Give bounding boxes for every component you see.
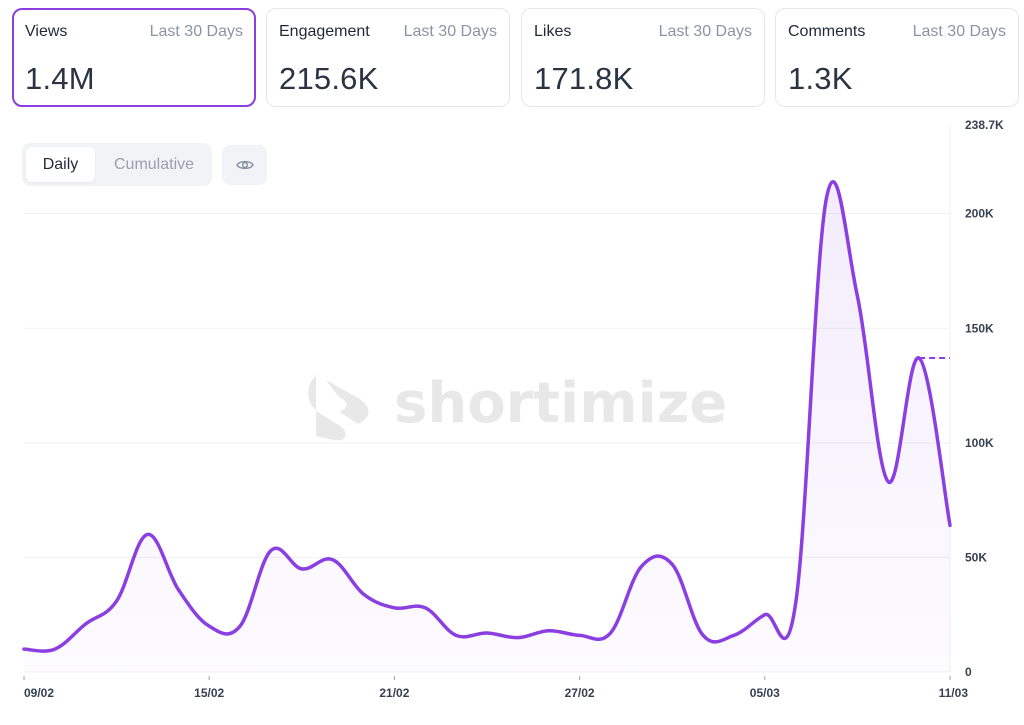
y-tick-label: 238.7K [965,118,1004,132]
cumulative-toggle-button[interactable]: Cumulative [113,156,195,173]
y-axis: 0 50K 100K 150K 200K 238.7K [965,118,1004,679]
metric-cards: Views Last 30 Days 1.4M Engagement Last … [12,8,1020,107]
engagement-card[interactable]: Engagement Last 30 Days 215.6K [266,8,510,107]
likes-card-label: Likes [534,23,572,40]
x-axis: 09/02 15/02 21/02 27/02 05/03 11/03 [23,676,969,700]
x-tick-label: 21/02 [379,686,409,700]
comments-card[interactable]: Comments Last 30 Days 1.3K [775,8,1019,107]
likes-card-value: 171.8K [534,61,634,96]
comments-card-label: Comments [788,23,866,40]
y-tick-label: 50K [965,550,987,564]
likes-card[interactable]: Likes Last 30 Days 171.8K [521,8,765,107]
engagement-card-label: Engagement [279,23,370,40]
chart-series [22,180,952,673]
comments-card-period: Last 30 Days [912,23,1006,40]
watermark-logo-icon [308,374,369,441]
x-tick-label: 05/03 [750,686,780,700]
views-card-period: Last 30 Days [149,23,243,40]
watermark: shortimize [308,371,727,441]
series-area [24,181,950,673]
series-line [22,180,952,653]
y-tick-label: 200K [965,207,994,221]
eye-icon [235,160,254,170]
y-tick-label: 0 [965,665,972,679]
y-tick-label: 100K [965,436,994,450]
comments-card-value: 1.3K [788,61,853,96]
x-tick-label: 27/02 [565,686,595,700]
views-card-label: Views [25,23,68,40]
x-tick-label: 15/02 [194,686,224,700]
likes-card-period: Last 30 Days [658,23,752,40]
view-mode-toggle: Daily Cumulative [22,143,212,186]
x-tick-label: 11/03 [939,686,969,700]
y-tick-label: 150K [965,321,994,335]
visibility-button[interactable] [222,145,267,185]
x-tick-label: 09/02 [24,686,54,700]
watermark-text: shortimize [394,371,727,436]
views-card[interactable]: Views Last 30 Days 1.4M [12,8,256,107]
views-card-value: 1.4M [25,61,95,96]
engagement-card-value: 215.6K [279,61,379,96]
engagement-card-period: Last 30 Days [403,23,497,40]
views-chart: shortimize 0 50K 100K 150K 200K 238.7K 09/02 1… [22,118,1004,700]
daily-toggle-button[interactable]: Daily [26,147,95,182]
